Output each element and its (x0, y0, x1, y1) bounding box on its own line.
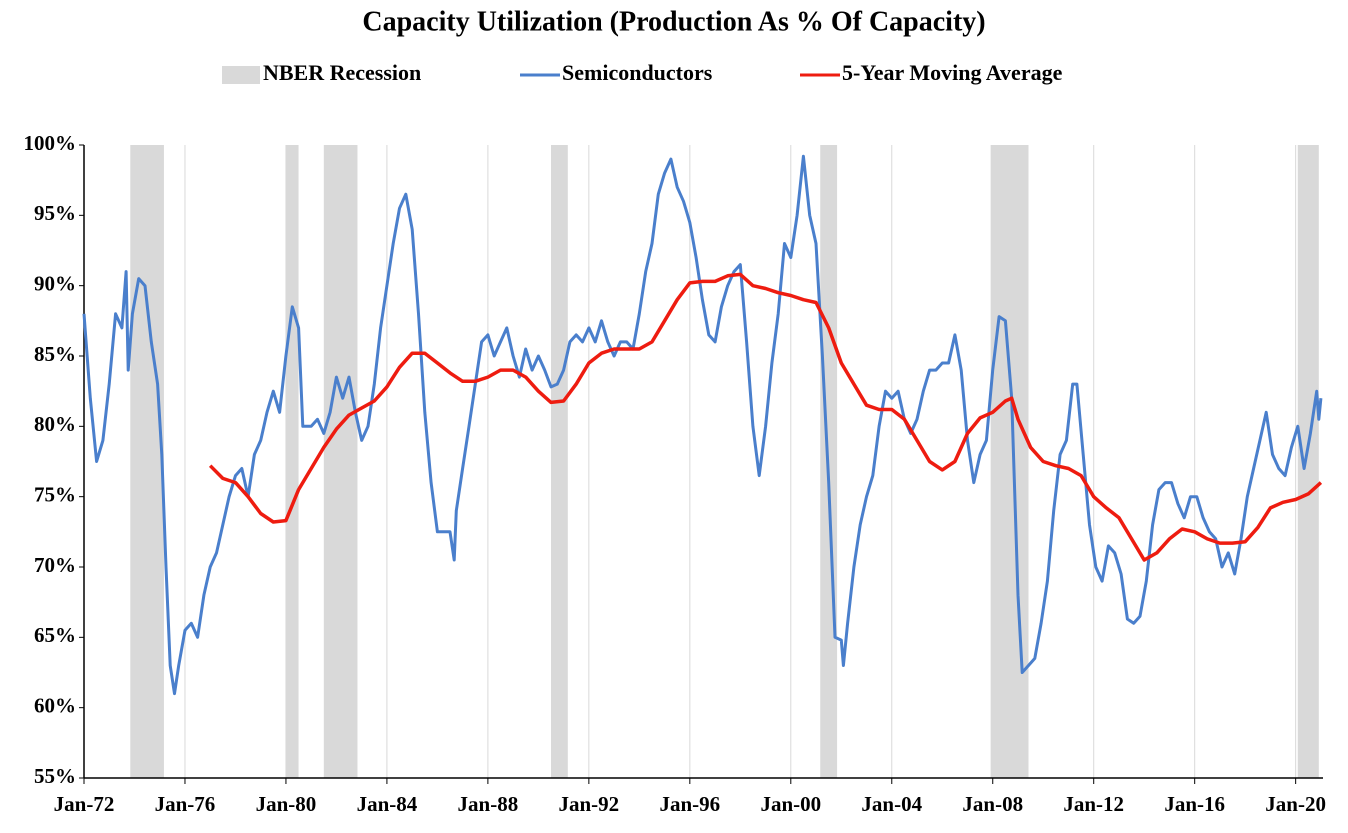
x-tick-label: Jan-80 (256, 792, 317, 816)
y-tick-label: 100% (24, 131, 77, 155)
x-tick-label: Jan-08 (962, 792, 1023, 816)
legend-label: NBER Recession (263, 60, 421, 85)
x-tick-label: Jan-00 (760, 792, 821, 816)
recession-band (1297, 145, 1319, 778)
x-tick-label: Jan-76 (155, 792, 216, 816)
x-tick-label: Jan-92 (559, 792, 620, 816)
x-tick-label: Jan-84 (357, 792, 418, 816)
y-tick-label: 75% (34, 482, 76, 506)
y-tick-label: 55% (34, 764, 76, 788)
x-tick-label: Jan-96 (659, 792, 720, 816)
legend-label: Semiconductors (562, 60, 713, 85)
x-tick-label: Jan-12 (1063, 792, 1124, 816)
y-tick-label: 65% (34, 623, 76, 647)
y-tick-label: 85% (34, 342, 76, 366)
x-tick-label: Jan-88 (458, 792, 519, 816)
y-tick-label: 90% (34, 271, 76, 295)
series-line (208, 272, 1323, 562)
legend-label: 5-Year Moving Average (842, 60, 1063, 85)
recession-band (323, 145, 358, 778)
recession-band (285, 145, 299, 778)
recession-band (990, 145, 1029, 778)
x-tick-label: Jan-04 (861, 792, 922, 816)
recession-band (550, 145, 568, 778)
y-tick-label: 95% (34, 201, 76, 225)
chart-title: Capacity Utilization (Production As % Of… (362, 6, 985, 37)
x-tick-label: Jan-16 (1164, 792, 1225, 816)
y-tick-label: 70% (34, 553, 76, 577)
x-tick-label: Jan-72 (54, 792, 115, 816)
series-line (82, 154, 1323, 696)
x-tick-label: Jan-20 (1265, 792, 1326, 816)
y-tick-label: 60% (34, 693, 76, 717)
legend-swatch (222, 66, 260, 84)
y-tick-label: 80% (34, 412, 76, 436)
recession-band (130, 145, 164, 778)
